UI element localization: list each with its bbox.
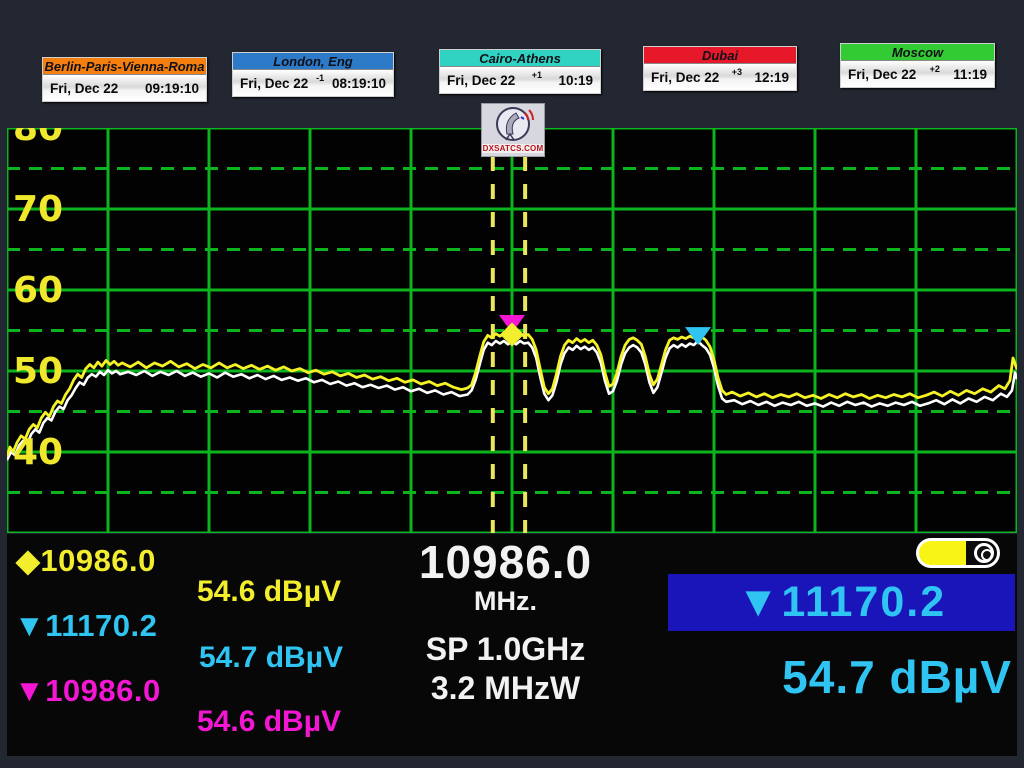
clock-city-label: Berlin-Paris-Vienna-Roma	[44, 58, 205, 74]
clock-date: Fri, Dec 22	[848, 66, 917, 82]
marker1-frequency: ◆10986.0	[16, 543, 156, 578]
active-marker-level: 54.7 dBµV	[782, 651, 1012, 703]
clock-cairo-header: Cairo-Athens	[440, 50, 600, 67]
clock-date: Fri, Dec 22	[447, 72, 516, 88]
marker1-level: 54.6 dBµV	[197, 575, 342, 608]
svg-text:80: 80	[13, 128, 63, 149]
marker3-level: 54.6 dBµV	[197, 705, 342, 738]
clock-london: London, Eng Fri, Dec 22 -1 08:19:10	[232, 52, 394, 97]
marker2-level: 54.7 dBµV	[199, 641, 344, 674]
clock-utc-offset: +2	[929, 64, 940, 74]
readout-panel	[7, 534, 1017, 756]
clock-time: 08:19:10	[331, 75, 386, 91]
dxsatcs-logo: DXSATCS.COM	[481, 103, 545, 157]
clock-time: 09:19:10	[144, 80, 199, 96]
clock-dubai: Dubai Fri, Dec 22 +3 12:19	[643, 46, 797, 91]
svg-text:70: 70	[13, 189, 63, 230]
spectrum-plot: 80 70 60 50 40	[7, 128, 1017, 533]
clock-cairo: Cairo-Athens Fri, Dec 22 +1 10:19	[439, 49, 601, 94]
clock-city-label: Dubai	[701, 47, 739, 63]
clock-cairo-row: Fri, Dec 22 +1 10:19	[440, 67, 600, 93]
clock-date: Fri, Dec 22	[50, 80, 119, 96]
center-frequency-value: 10986.0	[418, 536, 593, 588]
svg-text:50: 50	[13, 351, 63, 392]
clock-berlin: Berlin-Paris-Vienna-Roma Fri, Dec 22 09:…	[42, 57, 207, 102]
clock-moscow-header: Moscow	[841, 44, 994, 61]
clock-time: 12:19	[754, 69, 789, 85]
clock-date: Fri, Dec 22	[240, 75, 309, 91]
clock-utc-offset: +3	[731, 67, 743, 77]
clock-utc-offset: -1	[316, 73, 325, 83]
triangle-down-marker-icon: ▼	[14, 608, 46, 643]
center-frequency-unit: MHz.	[474, 586, 537, 617]
clock-city-label: Moscow	[891, 44, 944, 60]
clock-city-label: Cairo-Athens	[479, 50, 561, 66]
clock-london-row: Fri, Dec 22 -1 08:19:10	[233, 70, 393, 96]
battery-toggle[interactable]	[916, 538, 1000, 568]
spectrum-canvas: 80 70 60 50 40	[7, 128, 1017, 533]
clock-dubai-row: Fri, Dec 22 +3 12:19	[644, 64, 796, 90]
clock-moscow-row: Fri, Dec 22 +2 11:19	[841, 61, 994, 87]
clock-date: Fri, Dec 22	[651, 69, 720, 85]
clock-time: 10:19	[558, 72, 593, 88]
clock-utc-offset: +1	[531, 70, 543, 80]
triangle-down-marker-icon: ▼	[14, 673, 46, 708]
clock-moscow: Moscow Fri, Dec 22 +2 11:19	[840, 43, 995, 88]
clock-time: 11:19	[953, 66, 987, 82]
logo-text: DXSATCS.COM	[482, 144, 544, 153]
span-setting: SP 1.0GHz	[425, 631, 586, 668]
clock-london-header: London, Eng	[233, 53, 393, 70]
active-marker-frequency-box[interactable]: ▼11170.2	[668, 574, 1015, 631]
battery-knob-icon	[974, 543, 994, 563]
svg-text:40: 40	[13, 432, 63, 473]
clock-dubai-header: Dubai	[644, 47, 796, 64]
diamond-marker-icon: ◆	[16, 543, 41, 578]
bandwidth-setting: 3.2 MHzW	[430, 670, 581, 707]
clock-berlin-header: Berlin-Paris-Vienna-Roma	[43, 58, 206, 75]
center-frequency-block: 10986.0 MHz. SP 1.0GHz 3.2 MHzW	[398, 538, 613, 707]
satellite-dish-icon	[496, 107, 534, 141]
clock-berlin-row: Fri, Dec 22 09:19:10	[43, 75, 206, 101]
svg-text:60: 60	[13, 270, 63, 311]
clock-city-label: London, Eng	[273, 53, 353, 69]
marker3-frequency: ▼10986.0	[14, 673, 161, 708]
marker2-frequency: ▼11170.2	[14, 608, 158, 643]
